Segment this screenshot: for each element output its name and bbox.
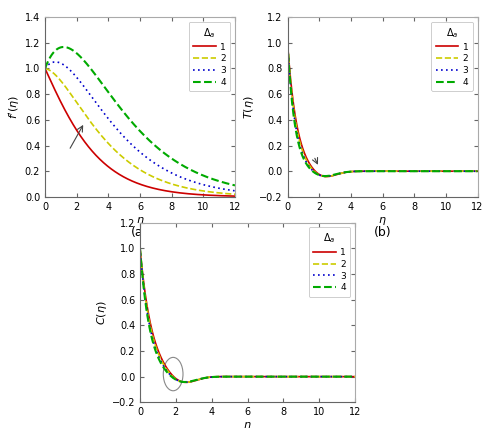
Legend: 1, 2, 3, 4: 1, 2, 3, 4	[431, 22, 473, 91]
X-axis label: $\eta$: $\eta$	[378, 214, 387, 226]
X-axis label: $\eta$: $\eta$	[136, 214, 144, 226]
Y-axis label: $C(\eta)$: $C(\eta)$	[95, 300, 109, 325]
X-axis label: $\eta$: $\eta$	[243, 420, 252, 428]
Legend: 1, 2, 3, 4: 1, 2, 3, 4	[188, 22, 230, 91]
Text: (b): (b)	[374, 226, 392, 239]
Text: (a): (a)	[131, 226, 149, 239]
Legend: 1, 2, 3, 4: 1, 2, 3, 4	[308, 227, 350, 297]
Y-axis label: $T(\eta)$: $T(\eta)$	[242, 95, 256, 119]
Y-axis label: $f'(\eta)$: $f'(\eta)$	[7, 95, 22, 119]
